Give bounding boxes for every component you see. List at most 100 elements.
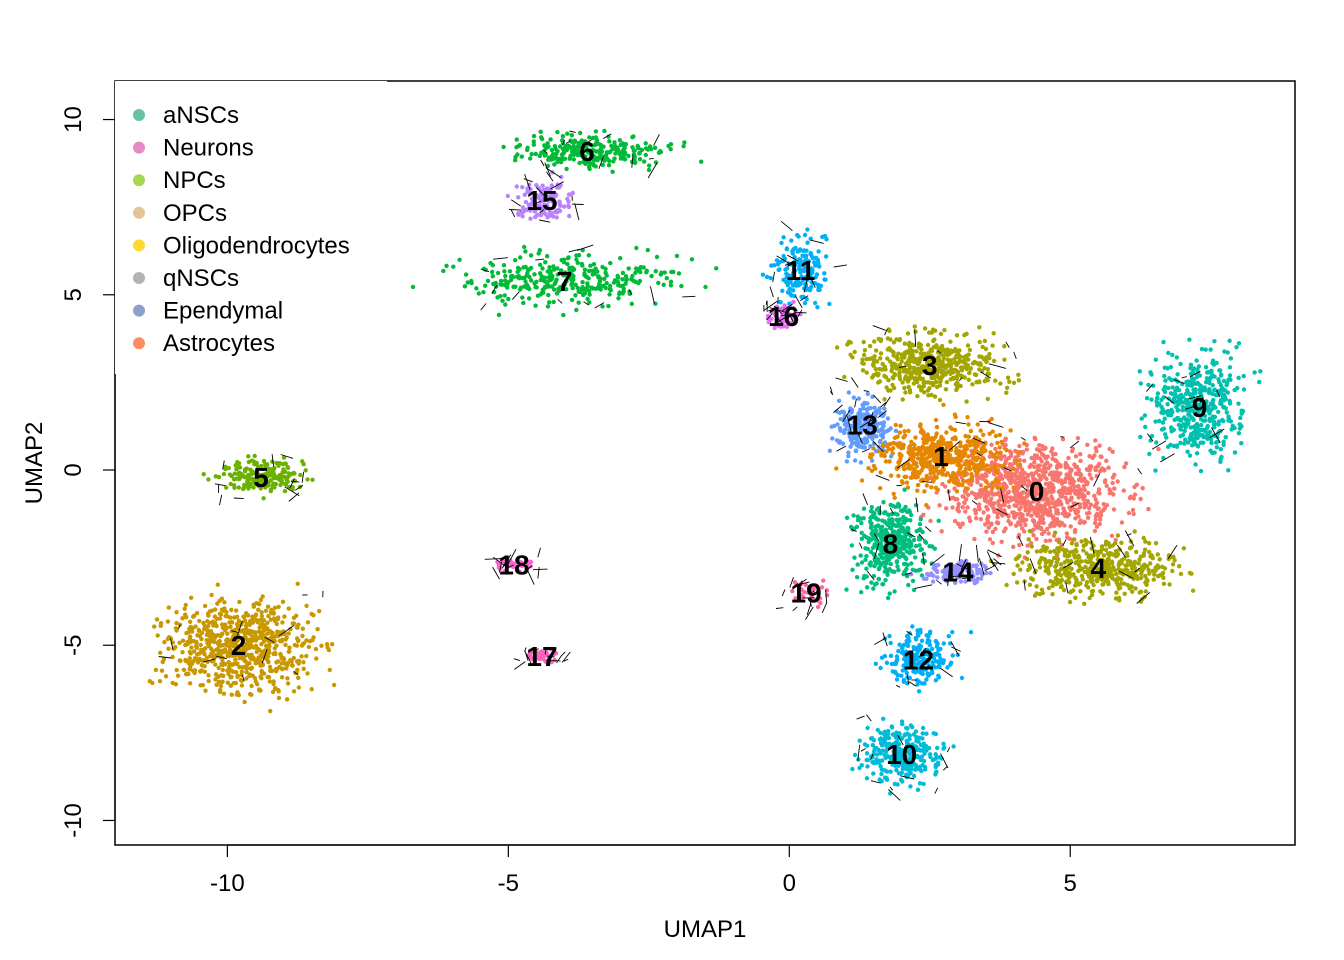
cell-point: [231, 483, 237, 488]
cell-point: [217, 611, 223, 616]
cell-point: [643, 141, 648, 146]
cell-point: [228, 675, 233, 680]
cell-point: [963, 364, 968, 370]
cell-point: [1105, 558, 1110, 564]
cell-point: [157, 679, 163, 684]
cell-point: [1223, 406, 1229, 411]
cell-point: [943, 484, 948, 489]
cell-point: [291, 689, 297, 694]
cell-point: [999, 439, 1004, 445]
cell-point: [283, 637, 288, 642]
cell-point: [1204, 426, 1210, 431]
cell-point: [1004, 447, 1009, 453]
cell-point: [1016, 372, 1021, 377]
cell-point: [202, 669, 207, 674]
cell-point: [955, 455, 961, 461]
cell-point: [276, 695, 282, 701]
cell-point: [990, 480, 995, 485]
cell-point: [1186, 412, 1191, 417]
cell-point: [1112, 486, 1117, 491]
cell-point: [197, 656, 202, 662]
cell-point: [1050, 592, 1055, 597]
cell-point: [1023, 522, 1028, 528]
cell-point: [990, 503, 995, 509]
cell-point: [272, 686, 278, 692]
cell-point: [274, 643, 279, 648]
cell-point: [954, 353, 959, 359]
cell-point: [1038, 517, 1043, 522]
cell-point: [206, 477, 211, 482]
cell-point: [1043, 560, 1049, 565]
cell-point: [1017, 515, 1023, 521]
cell-point: [1053, 575, 1059, 581]
cell-point: [1042, 508, 1047, 513]
cell-point: [564, 166, 569, 172]
cell-point: [922, 390, 927, 395]
cell-point: [213, 662, 218, 667]
cell-point: [1055, 521, 1061, 526]
cell-point: [901, 435, 906, 440]
cell-point: [1003, 436, 1008, 441]
cluster-points-3: [834, 324, 1022, 404]
cell-point: [986, 371, 992, 376]
cell-point: [637, 278, 643, 284]
cell-point: [907, 387, 913, 393]
cell-point: [864, 370, 869, 375]
cell-point: [985, 514, 991, 520]
cell-point: [299, 643, 305, 648]
cell-point: [929, 361, 935, 366]
cell-point: [463, 272, 469, 277]
cell-point: [182, 606, 187, 611]
cell-point: [1205, 433, 1210, 439]
cell-point: [954, 489, 960, 494]
cell-point: [1050, 496, 1055, 502]
cell-point: [1234, 345, 1239, 350]
cell-point: [590, 272, 595, 277]
cell-point: [1111, 507, 1117, 512]
cell-point: [457, 257, 462, 262]
cell-point: [1137, 369, 1143, 374]
cell-point: [903, 516, 908, 521]
cell-point: [1092, 453, 1097, 458]
cell-point: [1018, 567, 1023, 572]
cell-point: [1239, 441, 1244, 446]
cell-point: [900, 508, 905, 514]
cell-point: [902, 385, 907, 391]
cell-point: [1073, 454, 1079, 459]
cell-point: [545, 254, 550, 259]
cell-point: [183, 642, 188, 648]
cell-point: [1056, 539, 1062, 545]
cell-point: [962, 444, 968, 449]
cell-point: [1210, 383, 1215, 388]
cell-point: [948, 442, 953, 447]
cell-point: [959, 475, 964, 480]
cell-point: [913, 435, 918, 440]
cell-point: [985, 367, 991, 372]
cell-point: [909, 561, 914, 566]
cell-point: [934, 424, 940, 430]
cell-point: [301, 666, 306, 671]
cell-point: [1078, 458, 1083, 464]
cell-point: [689, 257, 695, 262]
cell-point: [682, 140, 687, 145]
cell-point: [1046, 585, 1052, 591]
cell-point: [1140, 566, 1146, 571]
cell-point: [914, 349, 919, 354]
cell-point: [1223, 435, 1229, 440]
cell-point: [990, 343, 995, 348]
cell-point: [1115, 551, 1120, 557]
cell-point: [980, 456, 985, 462]
cell-point: [225, 631, 230, 636]
cell-point: [540, 266, 545, 271]
cell-point: [933, 357, 938, 363]
cell-point: [894, 560, 900, 565]
cell-point: [553, 146, 558, 152]
cell-point: [884, 443, 890, 449]
cell-point: [1016, 450, 1022, 455]
cell-point: [1129, 545, 1134, 550]
cell-point: [1166, 350, 1171, 356]
cell-point: [511, 284, 516, 289]
cell-point: [521, 300, 526, 306]
cell-point: [1172, 558, 1177, 563]
cell-point: [1183, 391, 1189, 396]
